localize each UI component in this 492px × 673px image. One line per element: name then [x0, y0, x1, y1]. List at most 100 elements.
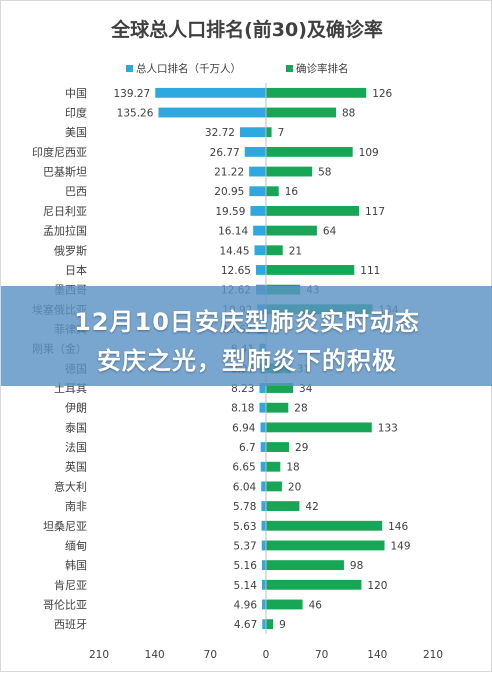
population-bar: [261, 579, 266, 590]
population-value-label: 139.27: [113, 88, 150, 100]
population-value-label: 26.77: [210, 147, 240, 159]
rate-bar: [266, 107, 336, 118]
rate-bar: [266, 501, 300, 512]
category-label: 韩国: [65, 558, 87, 572]
population-bar: [155, 87, 266, 98]
rate-value-label: 126: [372, 88, 392, 100]
rate-value-label: 9: [279, 619, 286, 631]
population-bar: [253, 225, 266, 236]
rate-bar: [266, 166, 313, 177]
legend-label-population: 总人口排名（千万人）: [136, 62, 241, 75]
rate-bar: [266, 146, 353, 157]
rate-bar: [266, 245, 283, 256]
rate-value-label: 111: [360, 265, 380, 277]
category-label: 中国: [65, 87, 87, 100]
population-value-label: 32.72: [205, 127, 235, 139]
population-value-label: 12.65: [221, 265, 251, 277]
legend-swatch-rate: [286, 65, 293, 72]
rate-value-label: 18: [286, 462, 299, 474]
x-tick-label: 140: [145, 649, 165, 661]
rate-value-label: 149: [390, 540, 410, 552]
rate-value-label: 109: [359, 147, 379, 159]
x-axis-ticks: 210 140 70 0 70 140 210: [89, 649, 443, 661]
x-tick-label: 70: [315, 649, 328, 661]
population-bar: [262, 599, 266, 610]
banner-subheadline: 安庆之光，型肺炎下的积极: [97, 347, 397, 375]
rate-bar: [266, 520, 383, 531]
rate-bar: [266, 87, 367, 98]
rate-value-label: 20: [288, 481, 301, 493]
rate-bar: [266, 225, 317, 236]
population-value-label: 6.04: [233, 481, 257, 493]
category-label: 意大利: [54, 479, 87, 493]
population-value-label: 8.23: [231, 383, 254, 395]
rate-bar: [266, 560, 344, 571]
rate-value-label: 58: [318, 167, 331, 179]
rate-bar: [266, 619, 274, 630]
rate-value-label: 29: [295, 442, 308, 454]
rate-value-label: 42: [305, 501, 318, 513]
rate-bar: [266, 461, 281, 472]
rate-bar: [266, 540, 385, 551]
rate-bar: [266, 265, 355, 275]
population-bar: [158, 107, 266, 118]
rate-bar: [266, 127, 272, 138]
x-tick-label: 0: [263, 649, 270, 661]
rate-value-label: 146: [388, 521, 408, 533]
x-tick-label: 70: [204, 649, 217, 661]
category-label: 印度: [65, 106, 87, 120]
x-tick-label: 140: [367, 649, 387, 661]
category-label: 法国: [65, 440, 87, 454]
category-label: 泰国: [65, 420, 87, 434]
population-bar: [259, 402, 266, 413]
x-tick-label: 210: [89, 649, 109, 661]
rate-bar: [266, 579, 362, 590]
chart-title: 全球总人口排名(前30)及确诊率: [110, 18, 383, 41]
population-value-label: 21.22: [214, 167, 244, 179]
population-value-label: 5.78: [233, 501, 256, 513]
rate-value-label: 88: [342, 108, 355, 120]
category-label: 肯尼亚: [54, 579, 87, 592]
population-bar: [250, 205, 266, 216]
banner-headline: 12月10日安庆型肺炎实时动态: [74, 308, 420, 336]
population-bar: [261, 520, 266, 531]
population-value-label: 5.16: [234, 560, 258, 572]
population-value-label: 5.63: [233, 521, 256, 533]
category-label: 缅甸: [65, 538, 87, 552]
category-label: 印度尼西亚: [32, 145, 87, 159]
population-bar: [261, 481, 266, 492]
population-value-label: 135.26: [117, 108, 154, 120]
rate-bar: [266, 422, 372, 433]
population-value-label: 6.65: [232, 462, 255, 474]
legend: 总人口排名（千万人） 确诊率排名: [126, 62, 349, 75]
population-bar: [254, 245, 266, 256]
category-label: 尼日利亚: [43, 205, 87, 218]
population-bar: [261, 560, 266, 571]
rate-value-label: 34: [299, 383, 313, 395]
rate-value-label: 120: [367, 580, 387, 592]
category-label: 巴基斯坦: [43, 165, 87, 179]
population-value-label: 6.94: [232, 422, 256, 434]
category-label: 南非: [65, 500, 87, 513]
category-label: 西班牙: [54, 618, 87, 631]
population-bar: [262, 619, 266, 630]
population-bar: [260, 422, 266, 433]
population-value-label: 5.37: [233, 540, 256, 552]
population-bar: [261, 540, 266, 551]
rate-bar: [266, 186, 279, 197]
rate-value-label: 98: [350, 560, 363, 572]
rate-value-label: 7: [278, 127, 285, 139]
population-value-label: 4.67: [234, 619, 257, 631]
rate-bar: [266, 481, 282, 492]
rate-value-label: 117: [365, 206, 385, 218]
rate-value-label: 133: [378, 422, 398, 434]
category-label: 美国: [65, 126, 87, 139]
legend-label-rate: 确诊率排名: [296, 62, 349, 75]
category-label: 英国: [65, 460, 87, 474]
x-tick-label: 210: [423, 649, 443, 661]
rate-value-label: 16: [285, 186, 299, 198]
category-label: 伊朗: [65, 402, 87, 415]
rate-bar: [266, 442, 290, 452]
population-bar: [260, 461, 266, 472]
population-bar: [249, 166, 266, 177]
